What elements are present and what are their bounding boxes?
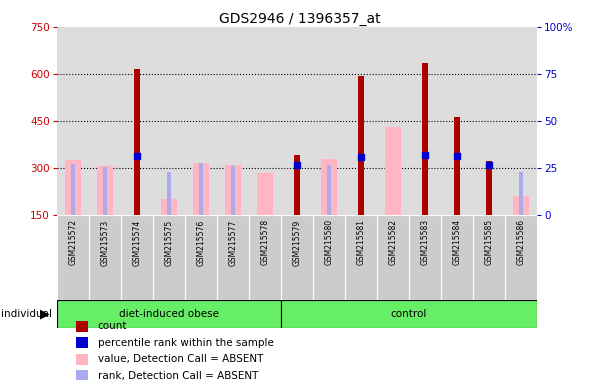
Text: GSM215584: GSM215584 [452, 219, 461, 265]
Bar [377, 215, 409, 300]
Bar [409, 215, 441, 300]
Text: GSM215580: GSM215580 [325, 219, 334, 265]
Bar [441, 215, 473, 300]
Bar [454, 117, 460, 215]
Bar [505, 215, 537, 300]
Bar [153, 215, 185, 300]
Bar [121, 215, 153, 300]
Bar [294, 156, 300, 215]
Bar [89, 215, 121, 300]
Bar [193, 163, 209, 215]
Bar [257, 173, 273, 215]
Bar [97, 166, 113, 215]
Bar [57, 300, 281, 328]
Bar [76, 337, 88, 349]
Bar [57, 215, 89, 300]
Bar [161, 199, 177, 215]
Bar [185, 215, 217, 300]
Bar [230, 166, 235, 215]
Text: GSM215574: GSM215574 [133, 219, 142, 265]
Bar [76, 321, 88, 332]
Bar [513, 196, 529, 215]
Text: diet-induced obese: diet-induced obese [119, 309, 219, 319]
Text: GSM215586: GSM215586 [517, 219, 526, 265]
Bar [422, 63, 428, 215]
Bar [345, 215, 377, 300]
Text: ▶: ▶ [40, 308, 50, 320]
Text: GSM215579: GSM215579 [293, 219, 302, 265]
Text: GSM215575: GSM215575 [164, 219, 173, 265]
Bar [518, 172, 523, 215]
Bar [71, 164, 76, 215]
Bar [199, 163, 203, 215]
Bar [281, 215, 313, 300]
Bar [326, 165, 331, 215]
Bar [281, 300, 537, 328]
Text: GSM215585: GSM215585 [485, 219, 493, 265]
Text: GSM215583: GSM215583 [421, 219, 430, 265]
Text: value, Detection Call = ABSENT: value, Detection Call = ABSENT [98, 354, 263, 364]
Text: individual: individual [1, 309, 52, 319]
Bar [103, 167, 107, 215]
Bar [217, 215, 249, 300]
Bar [313, 215, 345, 300]
Bar [321, 159, 337, 215]
Text: GSM215573: GSM215573 [101, 219, 110, 265]
Bar [76, 354, 88, 365]
Text: GSM215577: GSM215577 [229, 219, 238, 265]
Bar [225, 165, 241, 215]
Text: rank, Detection Call = ABSENT: rank, Detection Call = ABSENT [98, 371, 258, 381]
Text: control: control [391, 309, 427, 319]
Bar [249, 215, 281, 300]
Bar [358, 76, 364, 215]
Bar [385, 127, 401, 215]
Text: GSM215572: GSM215572 [68, 219, 77, 265]
Text: percentile rank within the sample: percentile rank within the sample [98, 338, 274, 348]
Bar [473, 215, 505, 300]
Bar [486, 161, 492, 215]
Bar [65, 160, 81, 215]
Text: GSM215576: GSM215576 [197, 219, 205, 265]
Text: GSM215582: GSM215582 [389, 219, 398, 265]
Bar [76, 370, 88, 381]
Text: GSM215581: GSM215581 [356, 219, 365, 265]
Text: GSM215578: GSM215578 [260, 219, 269, 265]
Bar [167, 172, 172, 215]
Text: GDS2946 / 1396357_at: GDS2946 / 1396357_at [219, 12, 381, 25]
Bar [134, 69, 140, 215]
Text: count: count [98, 321, 127, 331]
